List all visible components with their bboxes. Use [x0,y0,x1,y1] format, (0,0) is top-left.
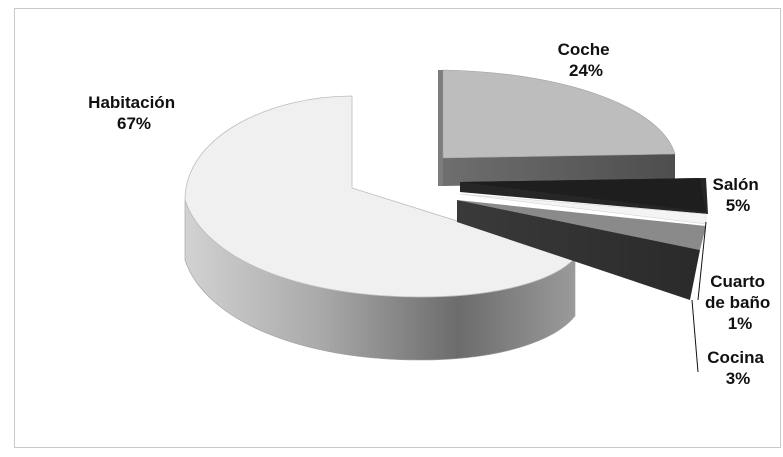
slice-coche-side [443,154,675,186]
label-salon-value: 5% [726,196,751,215]
label-habitacion: Habitación 67% [88,93,180,133]
slice-cocina-top [457,200,706,250]
slice-salon-top [460,178,706,212]
label-cuarto-de-bano-line2: de baño [705,293,770,312]
label-cuarto-de-bano: Cuarto de baño 1% [705,272,775,333]
label-salon-name: Salón [712,175,758,194]
label-cocina: Cocina 3% [707,348,768,388]
slice-coche-cut [438,70,443,186]
label-salon: Salón 5% [712,175,763,215]
label-coche-name: Coche [558,40,610,59]
label-cuarto-de-bano-value: 1% [728,314,753,333]
label-cocina-name: Cocina [707,348,764,367]
label-cocina-value: 3% [726,369,751,388]
label-coche: Coche 24% [558,40,615,80]
leader-cuarto-de-bano [697,221,707,301]
slice-habitacion-top [184,95,576,298]
label-coche-value: 24% [569,61,603,80]
slice-cocina-side [457,200,700,300]
label-cuarto-de-bano-line1: Cuarto [710,272,765,291]
slice-coche-top [442,69,676,159]
label-habitacion-name: Habitación [88,93,175,112]
slice-cuarto-de-bano-top [459,193,707,225]
label-habitacion-value: 67% [117,114,151,133]
leader-cocina [691,299,699,373]
